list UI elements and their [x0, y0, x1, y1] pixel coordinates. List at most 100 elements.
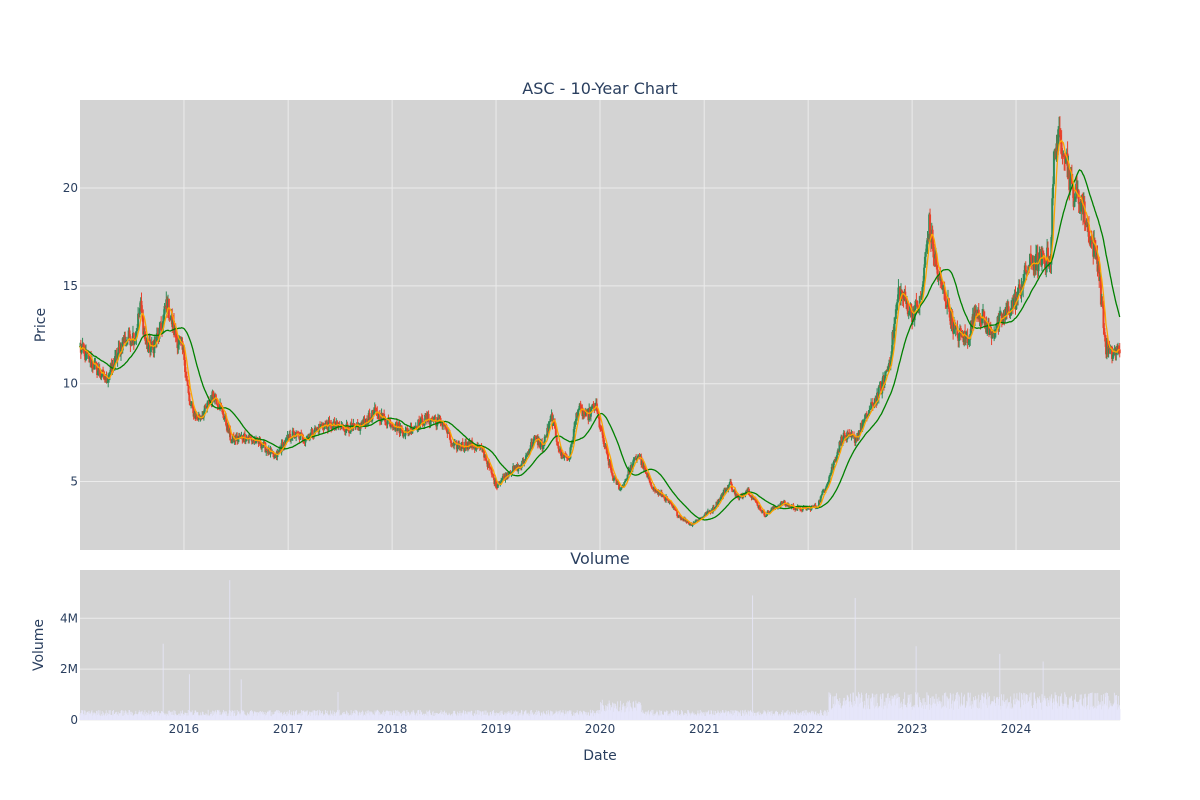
- volume-bar: [781, 711, 783, 720]
- candle-body: [921, 287, 924, 296]
- candle-body: [766, 510, 769, 515]
- candle-body: [647, 475, 650, 478]
- volume-bar: [198, 715, 199, 720]
- candle-body: [599, 427, 602, 430]
- volume-bar: [104, 715, 105, 720]
- candle-body: [378, 412, 381, 421]
- volume-bar: [635, 700, 637, 720]
- volume-bar: [464, 714, 465, 720]
- candle-body: [331, 424, 334, 430]
- volume-bar: [1078, 701, 1079, 720]
- volume-bar: [983, 696, 985, 720]
- volume-bar: [687, 710, 689, 720]
- volume-bar: [416, 715, 418, 720]
- volume-bar: [980, 699, 981, 720]
- volume-bar: [316, 714, 318, 720]
- volume-bar: [883, 709, 885, 720]
- candle-body: [309, 432, 312, 437]
- candle-body: [366, 423, 369, 425]
- volume-bar: [90, 714, 92, 720]
- volume-bar: [1085, 709, 1087, 720]
- volume-bar: [695, 714, 697, 720]
- volume-bar: [1079, 694, 1081, 720]
- candle-body: [890, 351, 893, 361]
- volume-bar: [97, 710, 99, 720]
- volume-bar: [158, 712, 160, 720]
- volume-bar: [389, 710, 391, 720]
- volume-bar: [292, 715, 294, 720]
- volume-bar: [636, 710, 637, 720]
- volume-bar: [254, 711, 256, 720]
- volume-bar: [306, 710, 308, 720]
- volume-bar: [642, 710, 644, 720]
- volume-bar: [209, 715, 211, 720]
- volume-bar: [894, 695, 895, 720]
- volume-bar: [379, 713, 381, 720]
- volume-bar: [371, 711, 373, 720]
- volume-bar: [328, 715, 330, 720]
- candle-body: [1030, 257, 1033, 266]
- candle-body: [568, 458, 571, 460]
- volume-bar: [215, 714, 217, 720]
- volume-bar: [989, 696, 990, 720]
- volume-bar: [270, 715, 272, 720]
- volume-bar: [894, 695, 896, 720]
- volume-bar: [993, 696, 995, 720]
- volume-bar: [646, 711, 648, 720]
- volume-bar: [159, 715, 161, 720]
- volume-bar: [527, 715, 529, 720]
- volume-bar: [1052, 709, 1054, 720]
- volume-bar: [1013, 699, 1014, 720]
- volume-bar: [175, 714, 177, 720]
- candle-body: [315, 427, 318, 430]
- volume-bar: [154, 715, 156, 720]
- volume-bar: [944, 705, 946, 720]
- volume-bar: [880, 694, 882, 720]
- candle-body: [421, 418, 424, 425]
- volume-bar: [440, 712, 441, 720]
- candle-body: [645, 472, 648, 474]
- volume-bar: [166, 716, 167, 720]
- volume-bar: [713, 710, 715, 720]
- volume-bar: [105, 710, 107, 720]
- volume-bar: [548, 712, 550, 720]
- volume-bar: [624, 705, 626, 720]
- volume-bar: [686, 716, 688, 720]
- volume-bar: [687, 710, 689, 720]
- volume-bar: [599, 710, 600, 720]
- volume-y-tick-label: 0: [70, 713, 78, 727]
- candle-body: [1070, 175, 1073, 184]
- volume-bar: [249, 710, 251, 720]
- x-tick-label: 2024: [1001, 722, 1032, 736]
- volume-bar: [700, 711, 702, 720]
- volume-bar: [146, 715, 148, 720]
- volume-bar: [800, 712, 801, 720]
- candle-body: [172, 320, 175, 335]
- candle-body: [828, 476, 831, 482]
- volume-bar: [584, 711, 586, 720]
- volume-bar: [103, 714, 105, 720]
- volume-bar: [867, 698, 869, 720]
- volume-bar: [1037, 697, 1038, 720]
- volume-bar: [1103, 694, 1104, 720]
- volume-bar: [678, 710, 679, 720]
- volume-bar: [113, 710, 115, 720]
- volume-bar: [334, 711, 335, 720]
- volume-bar: [690, 715, 691, 720]
- volume-bar: [751, 711, 752, 720]
- candle-body: [1111, 354, 1114, 360]
- volume-bar: [677, 714, 679, 720]
- x-tick-label: 2017: [273, 722, 304, 736]
- candle-body: [107, 377, 110, 382]
- volume-bar: [301, 715, 303, 720]
- volume-bar: [777, 716, 779, 720]
- volume-bar: [576, 710, 578, 720]
- candle-body: [349, 422, 352, 433]
- volume-bar: [588, 712, 590, 720]
- volume-bar: [480, 712, 482, 720]
- volume-bar: [140, 711, 142, 720]
- volume-bar: [454, 713, 456, 720]
- candle-body: [832, 462, 835, 468]
- volume-bar: [129, 710, 130, 720]
- volume-bar: [1034, 698, 1036, 720]
